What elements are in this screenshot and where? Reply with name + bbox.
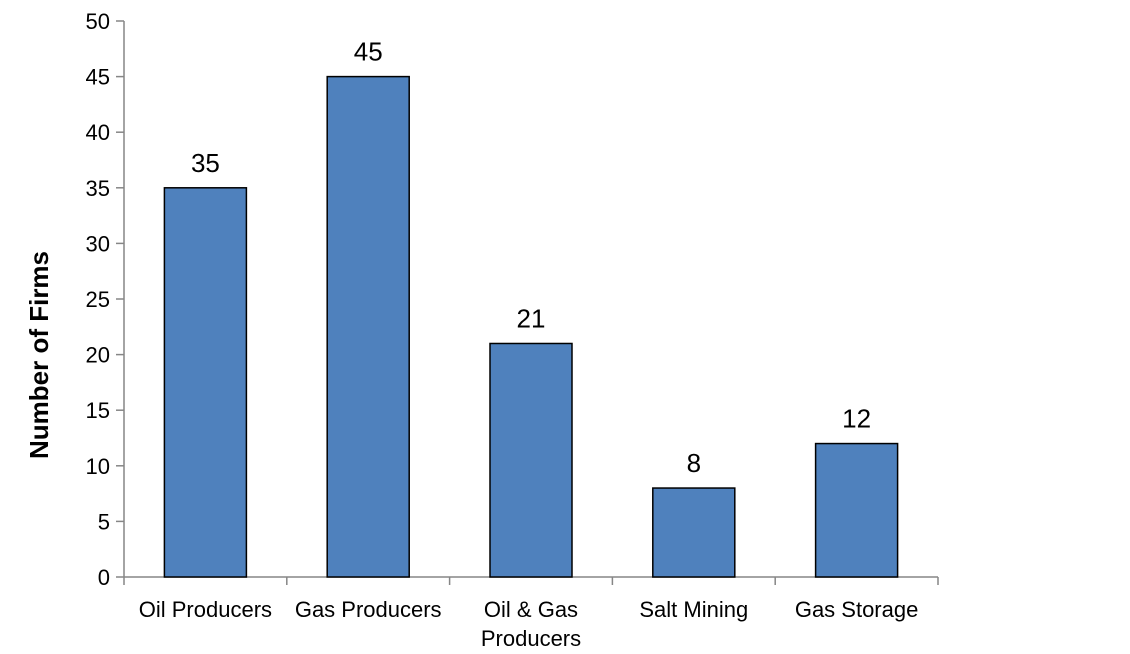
x-tick-label: Gas Producers: [295, 597, 442, 622]
bars: [163, 75, 899, 578]
x-tick-label: Oil & Gas Producers: [481, 597, 581, 651]
y-tick-label: 45: [86, 65, 110, 90]
y-tick-label: 50: [86, 9, 110, 34]
bar: [652, 487, 736, 578]
data-label: 45: [354, 37, 383, 67]
x-tick-label: Gas Storage: [795, 597, 919, 622]
y-axis: 0 5 10 15 20 25 30 35 40 45 50: [86, 9, 125, 590]
y-axis-title: Number of Firms: [24, 251, 54, 459]
y-tick-label: 15: [86, 398, 110, 423]
y-tick-label: 5: [98, 509, 110, 534]
y-tick-label: 35: [86, 176, 110, 201]
x-tick-label: Salt Mining: [639, 597, 748, 622]
bar: [489, 342, 573, 578]
y-tick-label: 30: [86, 231, 110, 256]
data-label: 8: [687, 448, 701, 478]
bar: [326, 75, 410, 578]
bar: [814, 442, 899, 578]
y-tick-label: 25: [86, 287, 110, 312]
y-tick-label: 10: [86, 454, 110, 479]
x-tick-label: Oil Producers: [139, 597, 272, 622]
data-label: 21: [517, 303, 546, 333]
data-label: 35: [191, 148, 220, 178]
data-labels: 35 45 21 8 12: [191, 37, 871, 478]
y-tick-label: 20: [86, 343, 110, 368]
x-axis: Oil Producers Gas Producers Oil & Gas Produ…: [123, 576, 939, 651]
data-label: 12: [842, 404, 871, 434]
y-tick-label: 40: [86, 120, 110, 145]
bar: [163, 187, 248, 578]
y-tick-label: 0: [98, 565, 110, 590]
